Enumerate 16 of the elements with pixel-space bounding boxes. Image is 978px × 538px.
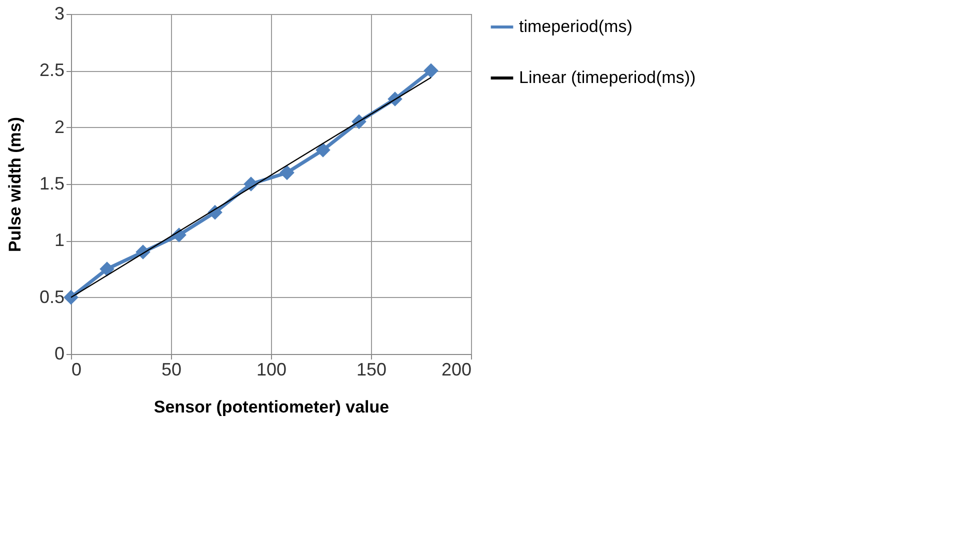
- x-tick-label: 150: [356, 360, 387, 380]
- y-tick-label: 0: [54, 344, 64, 364]
- y-tick-label: 1.5: [39, 174, 64, 194]
- x-tick-label: 0: [72, 360, 82, 380]
- y-tick-label: 3: [54, 4, 64, 24]
- x-axis-title: Sensor (potentiometer) value: [154, 398, 390, 416]
- x-tick-label: 50: [161, 360, 182, 380]
- x-tick-label: 200: [441, 360, 472, 380]
- y-tick-label: 2.5: [39, 60, 64, 80]
- y-tick-label: 1: [54, 230, 64, 250]
- legend-label: timeperiod(ms): [519, 17, 632, 36]
- y-tick-label: 2: [54, 116, 64, 137]
- y-tick-label: 0.5: [39, 286, 64, 307]
- legend-label: Linear (timeperiod(ms)): [519, 68, 696, 87]
- y-axis-title: Pulse width (ms): [5, 116, 24, 252]
- x-tick-label: 100: [256, 360, 287, 380]
